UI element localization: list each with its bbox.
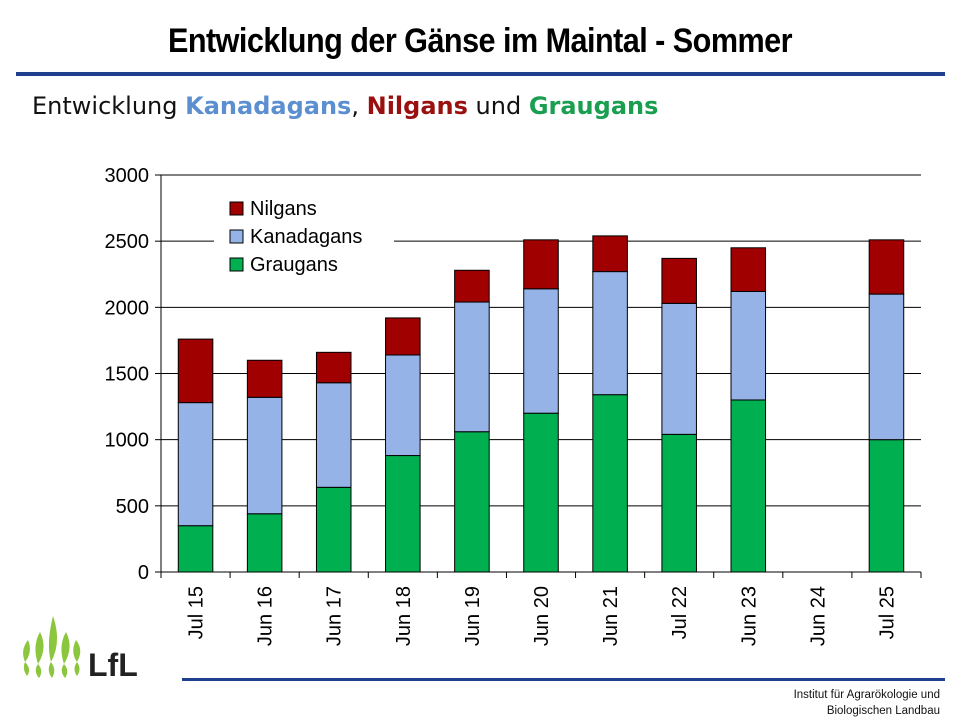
x-tick-label: Jun 24 xyxy=(807,586,829,646)
y-tick-label: 2500 xyxy=(105,231,150,253)
legend-label-nilgans: Nilgans xyxy=(250,198,317,220)
bar-graugans-jul-15 xyxy=(177,525,214,573)
subtitle-separator: , xyxy=(351,92,367,120)
x-tick-label: Jun 18 xyxy=(393,586,415,646)
subtitle-prefix: Entwicklung xyxy=(32,92,186,120)
y-tick-label: 3000 xyxy=(105,165,150,187)
bar-kanadagans-jun-16 xyxy=(246,396,283,515)
institute-line-1: Institut für Agrarökologie und xyxy=(793,689,940,701)
bar-graugans-jul-22 xyxy=(661,433,697,573)
subtitle-kanadagans: Kanadagans xyxy=(185,92,352,120)
legend-background xyxy=(214,192,394,280)
bar-kanadagans-jun-23 xyxy=(730,290,767,401)
lfl-logo: LfL xyxy=(23,616,138,680)
bar-nilgans-jun-17 xyxy=(315,351,352,384)
bar-nilgans-jun-18 xyxy=(385,317,421,356)
bar-nilgans-jul-15 xyxy=(177,338,214,404)
bar-kanadagans-jul-25 xyxy=(868,293,905,441)
bar-nilgans-jun-19 xyxy=(454,269,490,303)
legend-label-kanadagans: Kanadagans xyxy=(250,226,362,248)
bar-nilgans-jun-21 xyxy=(592,235,628,273)
x-tick-label: Jun 19 xyxy=(462,586,484,646)
y-tick-label: 1000 xyxy=(105,430,150,452)
legend: Nilgans Kanadagans Graugans xyxy=(214,192,394,280)
title-divider xyxy=(16,72,945,76)
x-tick-label: Jun 16 xyxy=(255,586,277,646)
bar-graugans-jun-23 xyxy=(730,399,767,573)
bar-graugans-jun-20 xyxy=(523,412,559,573)
bar-graugans-jun-18 xyxy=(385,455,421,573)
y-tick-label: 2000 xyxy=(105,297,150,319)
chart-subtitle: Entwicklung Kanadagans, Nilgans und Grau… xyxy=(32,92,658,120)
bar-graugans-jun-19 xyxy=(454,431,490,573)
institute-line-2: Biologischen Landbau xyxy=(826,705,940,717)
bar-kanadagans-jul-15 xyxy=(177,402,214,527)
subtitle-nilgans: Nilgans xyxy=(366,92,468,120)
bar-graugans-jul-25 xyxy=(868,439,905,573)
y-tick-label: 1500 xyxy=(105,364,150,386)
bar-graugans-jun-17 xyxy=(315,486,352,573)
bar-nilgans-jun-16 xyxy=(246,359,283,398)
x-tick-label: Jun 17 xyxy=(324,586,346,646)
x-tick-label: Jul 25 xyxy=(876,586,898,639)
bar-kanadagans-jun-17 xyxy=(315,382,352,488)
leaf-icon xyxy=(23,616,81,678)
y-tick-label: 500 xyxy=(116,496,149,518)
legend-label-graugans: Graugans xyxy=(250,254,338,276)
x-tick-label: Jun 20 xyxy=(531,586,553,646)
subtitle-und: und xyxy=(467,92,529,120)
legend-swatch-nilgans xyxy=(229,201,244,216)
legend-swatch-graugans xyxy=(229,257,244,272)
logo-text: LfL xyxy=(88,647,138,680)
bar-kanadagans-jul-22 xyxy=(661,302,697,435)
bar-kanadagans-jun-18 xyxy=(385,354,421,457)
x-tick-label: Jun 23 xyxy=(738,586,760,646)
bar-graugans-jun-21 xyxy=(592,394,628,573)
y-tick-label: 0 xyxy=(138,562,149,584)
bar-kanadagans-jun-19 xyxy=(454,301,490,433)
bar-nilgans-jun-23 xyxy=(730,247,767,292)
bar-nilgans-jul-25 xyxy=(868,239,905,295)
bar-graugans-jun-16 xyxy=(246,513,283,573)
footer-divider xyxy=(182,678,945,681)
bar-nilgans-jun-20 xyxy=(523,239,559,290)
bars xyxy=(177,235,905,573)
institute-label: Institut für Agrarökologie und Biologisc… xyxy=(794,687,940,719)
x-tick-label: Jul 15 xyxy=(186,586,208,639)
x-tick-label: Jul 22 xyxy=(669,586,691,639)
bar-nilgans-jul-22 xyxy=(661,257,697,304)
axes: 0 500 1000 1500 2000 2500 3000 Jul 15 Jun 16 Jun … xyxy=(105,165,922,646)
legend-swatch-kanadagans xyxy=(229,229,244,244)
bar-kanadagans-jun-20 xyxy=(523,288,559,414)
bar-kanadagans-jun-21 xyxy=(592,271,628,396)
subtitle-graugans: Graugans xyxy=(528,92,659,120)
x-tick-label: Jun 21 xyxy=(600,586,622,646)
slide-title: Entwicklung der Gänse im Maintal - Somme… xyxy=(167,22,793,60)
